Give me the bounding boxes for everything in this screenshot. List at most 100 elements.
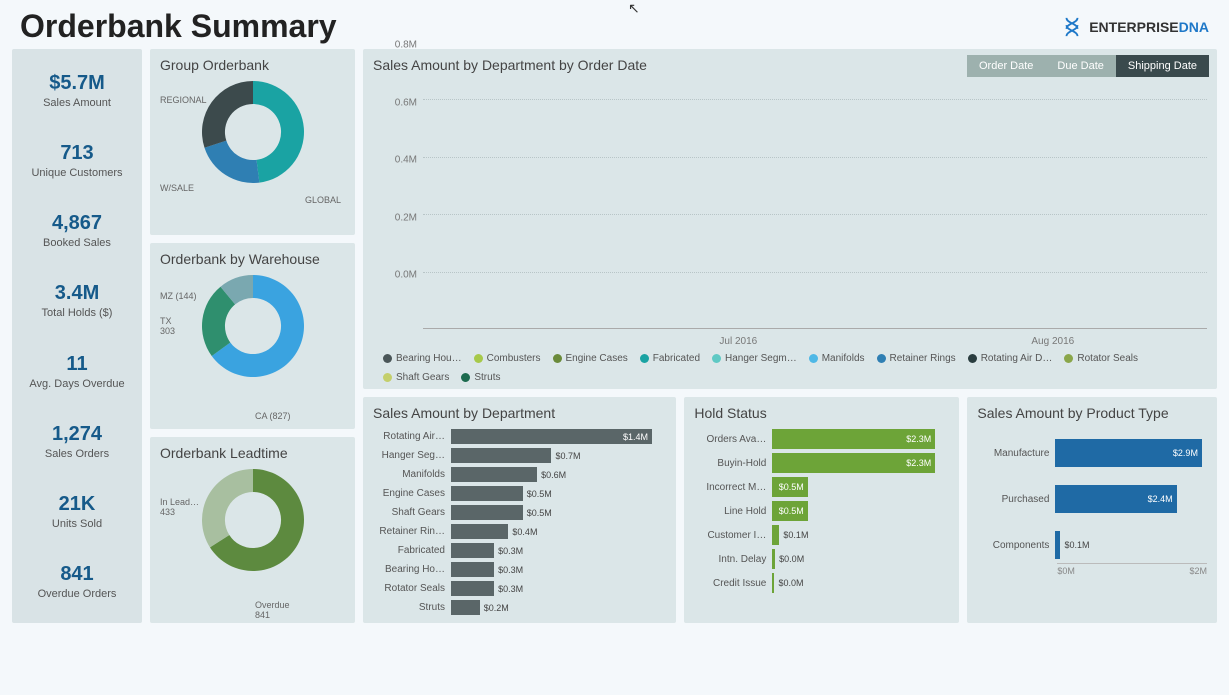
hbar-fill: $2.4M: [1055, 485, 1176, 513]
hbar-value: $0.7M: [551, 451, 580, 461]
hbar-row[interactable]: Retainer Rin… $0.4M: [373, 524, 666, 539]
kpi-card: 1,274 Sales Orders: [16, 419, 138, 464]
legend-label: Rotator Seals: [1077, 353, 1138, 364]
hold-bars-title: Hold Status: [694, 405, 949, 421]
hbar-value: $0.4M: [508, 527, 537, 537]
legend-item[interactable]: Rotator Seals: [1064, 353, 1138, 364]
hbar-value: $0.6M: [537, 470, 566, 480]
hbar-fill: [451, 562, 494, 577]
hbar-row[interactable]: Hanger Seg… $0.7M: [373, 448, 666, 463]
donut-chart[interactable]: [198, 271, 308, 381]
legend-label: Combusters: [487, 353, 541, 364]
hbar-row[interactable]: Bearing Ho… $0.3M: [373, 562, 666, 577]
dept-bars-list[interactable]: Rotating Air… $1.4M Hanger Seg… $0.7M Ma…: [373, 425, 666, 615]
hbar-row[interactable]: Intn. Delay $0.0M: [694, 549, 949, 569]
legend-swatch: [640, 354, 649, 363]
legend-item[interactable]: Retainer Rings: [877, 353, 956, 364]
stacked-bars[interactable]: [423, 99, 1207, 329]
hbar-row[interactable]: Line Hold $0.5M: [694, 501, 949, 521]
hbar-row[interactable]: Rotating Air… $1.4M: [373, 429, 666, 444]
legend-item[interactable]: Fabricated: [640, 353, 700, 364]
xaxis-tick: $2M: [1189, 566, 1207, 576]
donut-chart[interactable]: [198, 465, 308, 575]
kpi-value: 713: [16, 142, 138, 165]
legend-label: Engine Cases: [566, 353, 628, 364]
legend-item[interactable]: Combusters: [474, 353, 541, 364]
kpi-card: 21K Units Sold: [16, 489, 138, 534]
kpi-value: 4,867: [16, 212, 138, 235]
legend-item[interactable]: Manifolds: [809, 353, 865, 364]
hbar-category: Struts: [373, 602, 451, 613]
dept-bars-title: Sales Amount by Department: [373, 405, 666, 421]
hbar-row[interactable]: Purchased $2.4M: [977, 485, 1207, 513]
hbar-row[interactable]: Fabricated $0.3M: [373, 543, 666, 558]
ytick: 0.4M: [395, 155, 417, 166]
hbar-category: Bearing Ho…: [373, 564, 451, 575]
ytick: 0.2M: [395, 212, 417, 223]
hbar-category: Intn. Delay: [694, 554, 772, 565]
product-bars-list[interactable]: Manufacture $2.9M Purchased $2.4M Compon…: [977, 425, 1207, 559]
ytick: 0.8M: [395, 40, 417, 51]
legend-item[interactable]: Bearing Hou…: [383, 353, 462, 364]
tab-shipping-date[interactable]: Shipping Date: [1116, 55, 1209, 77]
hbar-row[interactable]: Orders Ava… $2.3M: [694, 429, 949, 449]
kpi-label: Sales Amount: [16, 97, 138, 109]
hbar-row[interactable]: Manifolds $0.6M: [373, 467, 666, 482]
kpi-card: 4,867 Booked Sales: [16, 208, 138, 253]
tab-due-date[interactable]: Due Date: [1045, 55, 1115, 77]
bottom-row: Sales Amount by Department Rotating Air……: [363, 397, 1217, 623]
hbar-value: $0.5M: [775, 482, 804, 492]
donut-title: Orderbank Leadtime: [160, 445, 345, 461]
dept-bars-panel: Sales Amount by Department Rotating Air……: [363, 397, 676, 623]
xaxis-label: Jul 2016: [719, 336, 757, 347]
donut-slice-label: W/SALE: [160, 183, 194, 193]
hold-bars-panel: Hold Status Orders Ava… $2.3M Buyin-Hold…: [684, 397, 959, 623]
kpi-value: 841: [16, 563, 138, 586]
hbar-row[interactable]: Manufacture $2.9M: [977, 439, 1207, 467]
hbar-row[interactable]: Customer I… $0.1M: [694, 525, 949, 545]
hbar-fill: $0.5M: [772, 477, 807, 497]
hbar-row[interactable]: Shaft Gears $0.5M: [373, 505, 666, 520]
hbar-fill: $1.4M: [451, 429, 652, 444]
donut-chart[interactable]: [198, 77, 308, 187]
hbar-track: $0.3M: [451, 543, 666, 558]
hbar-row[interactable]: Incorrect M… $0.5M: [694, 477, 949, 497]
legend-item[interactable]: Engine Cases: [553, 353, 628, 364]
hbar-category: Line Hold: [694, 506, 772, 517]
hbar-value: $0.5M: [523, 508, 552, 518]
main-column: Sales Amount by Department by Order Date…: [363, 49, 1217, 623]
kpi-value: $5.7M: [16, 72, 138, 95]
hbar-track: $0.3M: [451, 562, 666, 577]
tab-order-date[interactable]: Order Date: [967, 55, 1045, 77]
hbar-row[interactable]: Engine Cases $0.5M: [373, 486, 666, 501]
hbar-row[interactable]: Buyin-Hold $2.3M: [694, 453, 949, 473]
hbar-value: $0.1M: [779, 530, 808, 540]
hold-bars-list[interactable]: Orders Ava… $2.3M Buyin-Hold $2.3M Incor…: [694, 425, 949, 593]
legend-label: Bearing Hou…: [396, 353, 462, 364]
donut-slice-label: MZ (144): [160, 291, 197, 301]
kpi-card: $5.7M Sales Amount: [16, 68, 138, 113]
kpi-card: 713 Unique Customers: [16, 138, 138, 183]
hbar-fill: [451, 581, 494, 596]
legend-item[interactable]: Shaft Gears: [383, 372, 449, 383]
legend-swatch: [383, 373, 392, 382]
legend-item[interactable]: Rotating Air D…: [968, 353, 1053, 364]
legend-swatch: [809, 354, 818, 363]
kpi-value: 3.4M: [16, 282, 138, 305]
hbar-category: Engine Cases: [373, 488, 451, 499]
hbar-row[interactable]: Components $0.1M: [977, 531, 1207, 559]
product-bars-title: Sales Amount by Product Type: [977, 405, 1207, 421]
donut-slice-label: GLOBAL: [305, 195, 341, 205]
hbar-row[interactable]: Rotator Seals $0.3M: [373, 581, 666, 596]
page-title: Orderbank Summary: [20, 8, 337, 45]
legend-item[interactable]: Struts: [461, 372, 500, 383]
hbar-fill: $2.9M: [1055, 439, 1202, 467]
hbar-track: $2.4M: [1055, 485, 1207, 513]
legend-item[interactable]: Hanger Segm…: [712, 353, 797, 364]
donut-slice-label: Overdue841: [255, 600, 290, 620]
legend-label: Hanger Segm…: [725, 353, 797, 364]
kpi-label: Overdue Orders: [16, 588, 138, 600]
hbar-category: Rotator Seals: [373, 583, 451, 594]
hbar-row[interactable]: Struts $0.2M: [373, 600, 666, 615]
hbar-row[interactable]: Credit Issue $0.0M: [694, 573, 949, 593]
